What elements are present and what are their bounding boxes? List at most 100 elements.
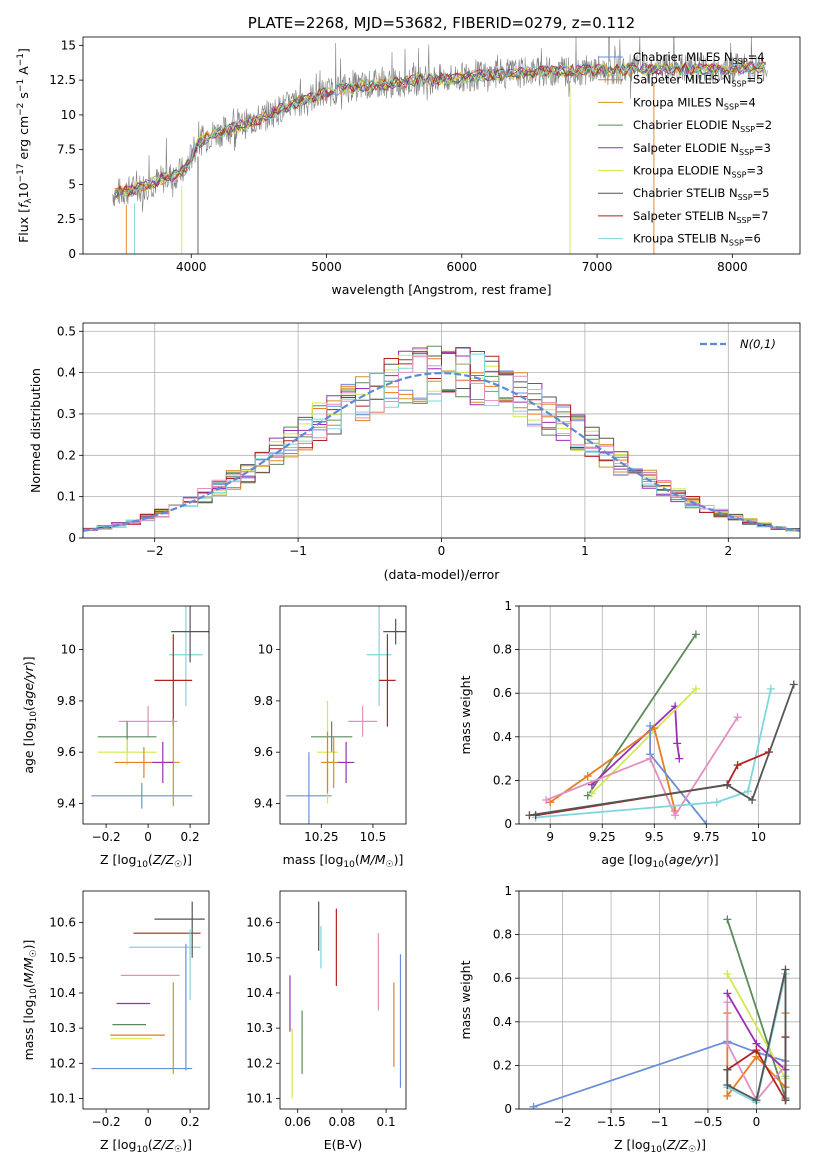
plot-area bbox=[91, 606, 209, 809]
y-tick-label: 9.4 bbox=[254, 796, 273, 810]
axes-frame bbox=[279, 890, 407, 1110]
x-tick-label: 9.5 bbox=[645, 830, 664, 844]
y-tick-label: 9.8 bbox=[57, 694, 76, 708]
y-axis-label: Normed distribution bbox=[28, 368, 43, 493]
y-tick-label: 10 bbox=[258, 643, 273, 657]
axes-frame bbox=[82, 322, 801, 539]
histogram-pink bbox=[83, 356, 800, 538]
plot-area bbox=[83, 345, 800, 538]
data-point bbox=[529, 1102, 538, 1109]
data-point bbox=[546, 798, 555, 807]
plot-area bbox=[529, 915, 790, 1109]
legend: Chabrier MILES NSSP=4 Salpeter MILES NSSP… bbox=[598, 50, 772, 248]
data-point bbox=[723, 1039, 732, 1048]
x-tick-label: −0.5 bbox=[693, 1115, 722, 1129]
legend-entry: Salpeter STELIB NSSP=7 bbox=[633, 209, 768, 225]
data-point bbox=[723, 915, 732, 924]
y-tick-label: 0.2 bbox=[57, 448, 76, 462]
y-tick-label: 10.1 bbox=[246, 1091, 273, 1105]
x-tick-label: 10 bbox=[751, 830, 766, 844]
y-tick-label: 0.1 bbox=[57, 490, 76, 504]
data-point bbox=[748, 796, 757, 805]
x-tick-label: 4000 bbox=[176, 260, 207, 274]
legend-entry: Chabrier ELODIE NSSP=2 bbox=[633, 118, 772, 134]
y-tick-label: 10.5 bbox=[49, 951, 76, 965]
data-point bbox=[650, 724, 659, 733]
legend-entry: Chabrier STELIB NSSP=5 bbox=[633, 186, 770, 202]
data-point bbox=[733, 761, 742, 770]
data-point bbox=[583, 772, 592, 781]
y-tick-label: 10.4 bbox=[49, 986, 76, 1000]
x-tick-label: −1.5 bbox=[596, 1115, 625, 1129]
panel-1: −2 −1 0 1 2 0 0.1 0.2 0.3 0.4 0.5 N(0,1) (data-model… bbox=[28, 322, 801, 582]
y-tick-label: 0.8 bbox=[493, 928, 512, 942]
x-tick-label: 10.5 bbox=[360, 830, 387, 844]
y-tick-label: 9.4 bbox=[57, 796, 76, 810]
x-tick-label: 7000 bbox=[582, 260, 613, 274]
series-line-salpeter-elodie bbox=[591, 704, 681, 786]
axes-frame bbox=[279, 605, 407, 825]
panel-2: −0.2 0 0.2 9.4 9.6 9.8 10 Z [log10(Z/Z☉)] age [l… bbox=[21, 605, 210, 870]
panel-6: 0.06 0.08 0.1 10.1 10.2 10.3 10.4 10.5 10.6 E(B-V… bbox=[246, 890, 407, 1152]
data-point bbox=[723, 1091, 732, 1100]
y-tick-label: 0.4 bbox=[57, 366, 76, 380]
data-point bbox=[723, 780, 732, 789]
x-tick-label: 1 bbox=[581, 544, 589, 558]
x-axis-label: mass [log10(M/M☉)] bbox=[283, 852, 404, 870]
y-tick-label: 10.6 bbox=[49, 916, 76, 930]
x-tick-label: −0.2 bbox=[92, 830, 121, 844]
y-tick-label: 2.5 bbox=[57, 212, 76, 226]
data-point bbox=[702, 820, 711, 824]
y-axis-label: mass weight bbox=[458, 960, 473, 1039]
axes-frame bbox=[518, 605, 801, 825]
y-tick-label: 12.5 bbox=[49, 73, 76, 87]
x-tick-label: 5000 bbox=[311, 260, 342, 274]
x-axis-label: wavelength [Angstrom, rest frame] bbox=[331, 282, 551, 297]
y-tick-label: 9.6 bbox=[254, 745, 273, 759]
data-point bbox=[723, 1065, 732, 1074]
y-tick-label: 0.2 bbox=[493, 773, 512, 787]
plot-area bbox=[112, 37, 768, 254]
y-tick-label: 0.2 bbox=[493, 1058, 512, 1072]
x-axis-label: Z [log10(Z/Z☉)] bbox=[614, 1137, 706, 1155]
y-tick-label: 9.6 bbox=[57, 745, 76, 759]
y-tick-label: 0.5 bbox=[57, 324, 76, 338]
x-axis-label: Z [log10(Z/Z☉)] bbox=[100, 1137, 192, 1155]
data-point bbox=[743, 787, 752, 796]
observed-spectrum bbox=[112, 37, 768, 213]
series-line-salpeter-miles bbox=[549, 726, 676, 812]
legend-entry: Kroupa MILES NSSP=4 bbox=[633, 95, 756, 111]
x-tick-label: −1 bbox=[289, 544, 307, 558]
legend-entry: N(0,1) bbox=[740, 337, 776, 351]
y-tick-label: 10.6 bbox=[246, 916, 273, 930]
x-tick-label: 0 bbox=[753, 1115, 761, 1129]
data-point bbox=[673, 739, 682, 748]
axes-frame bbox=[82, 890, 210, 1110]
y-tick-label: 10.2 bbox=[49, 1056, 76, 1070]
y-tick-label: 0 bbox=[68, 247, 76, 261]
data-point bbox=[712, 798, 721, 807]
x-axis-label: age [log10(age/yr)] bbox=[601, 852, 718, 870]
chart-title: PLATE=2268, MJD=53682, FIBERID=0279, z=0… bbox=[248, 14, 635, 32]
legend-entry: Kroupa STELIB NSSP=6 bbox=[633, 232, 761, 248]
panel-5: −0.2 0 0.2 10.1 10.2 10.3 10.4 10.5 10.6 Z [log10… bbox=[21, 890, 210, 1155]
x-tick-label: −1 bbox=[651, 1115, 669, 1129]
legend-entry: Salpeter MILES NSSP=5 bbox=[633, 73, 763, 89]
data-point bbox=[525, 811, 534, 820]
y-tick-label: 10.3 bbox=[246, 1021, 273, 1035]
plot-area bbox=[289, 901, 402, 1099]
y-tick-label: 0.8 bbox=[493, 643, 512, 657]
axes-frame bbox=[82, 605, 210, 825]
y-tick-label: 0.6 bbox=[493, 686, 512, 700]
model-spectrum-salpeter-stelib bbox=[116, 60, 767, 197]
x-tick-label: 0.06 bbox=[284, 1115, 311, 1129]
y-axis-label: mass [log10(M/M☉)] bbox=[21, 940, 39, 1061]
data-point bbox=[766, 684, 775, 693]
data-point bbox=[646, 721, 655, 730]
y-tick-label: 10.2 bbox=[246, 1056, 273, 1070]
x-tick-label: 6000 bbox=[447, 260, 478, 274]
legend-entry: Chabrier MILES NSSP=4 bbox=[633, 50, 765, 66]
legend-entry: Kroupa ELODIE NSSP=3 bbox=[633, 164, 763, 180]
x-tick-label: 0 bbox=[144, 830, 152, 844]
